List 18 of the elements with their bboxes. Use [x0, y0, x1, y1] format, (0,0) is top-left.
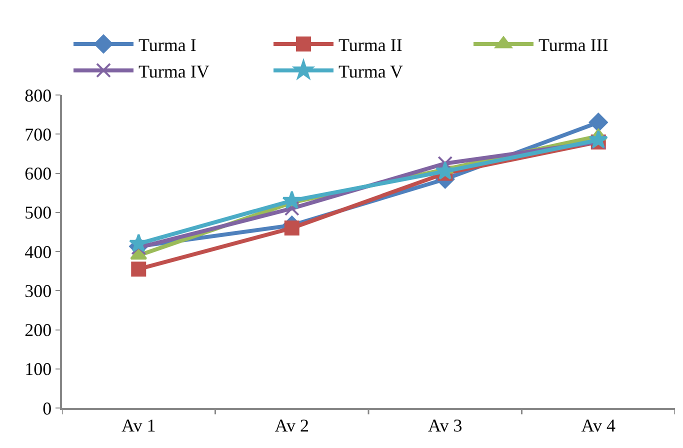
y-tick-label: 100	[24, 359, 52, 380]
y-tick-label: 400	[24, 242, 52, 262]
legend-label: Turma V	[338, 61, 404, 82]
y-tick-label: 300	[24, 280, 52, 301]
y-tick-label: 700	[24, 124, 52, 144]
y-tick-label: 800	[24, 85, 52, 106]
y-tick-label: 0	[42, 398, 52, 418]
y-tick-label: 600	[24, 164, 52, 184]
legend-label: Turma II	[338, 34, 402, 55]
x-tick-label: Av 3	[428, 415, 462, 436]
x-tick-label: Av 2	[274, 415, 309, 436]
legend-label: Turma IV	[138, 61, 210, 82]
legend-label: Turma III	[538, 34, 608, 55]
y-tick-label: 200	[24, 320, 52, 340]
y-tick-label: 500	[24, 202, 52, 223]
x-tick-label: Av 1	[122, 415, 156, 436]
x-tick-label: Av 4	[581, 415, 616, 436]
legend-label: Turma I	[138, 34, 196, 55]
